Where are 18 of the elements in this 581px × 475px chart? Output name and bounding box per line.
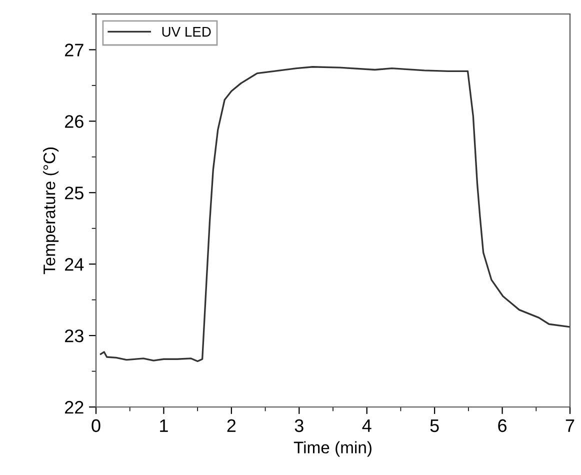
x-tick-label: 1	[160, 419, 168, 432]
y-tick-label: 23	[65, 329, 84, 342]
x-axis-title: Time (min)	[294, 441, 372, 457]
line-series	[100, 66, 570, 362]
y-tick-label: 24	[65, 258, 84, 271]
x-tick-label: 2	[227, 419, 236, 432]
y-tick-label: 26	[65, 115, 84, 128]
x-tick-label: 4	[362, 419, 372, 432]
x-tick-label: 3	[294, 419, 304, 432]
x-tick-label: 6	[498, 419, 507, 432]
x-tick-label: 5	[430, 419, 439, 432]
y-tick-label: 27	[65, 44, 84, 56]
legend-label: UV LED	[162, 27, 211, 37]
y-axis-title: Temperature (°C)	[43, 148, 59, 274]
x-tick-label: 0	[92, 419, 100, 432]
y-tick-label: 25	[65, 186, 84, 200]
x-tick-label: 7	[566, 419, 574, 432]
y-tick-label: 22	[65, 400, 84, 414]
